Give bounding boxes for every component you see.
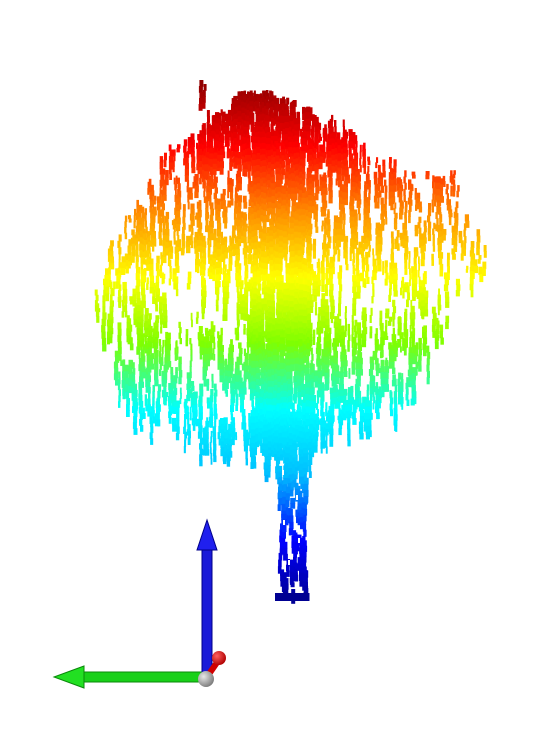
origin-sphere [198, 671, 214, 687]
tree-point-cloud [94, 80, 487, 604]
y-axis-arrow [52, 665, 207, 689]
axes-gizmo [52, 518, 226, 689]
